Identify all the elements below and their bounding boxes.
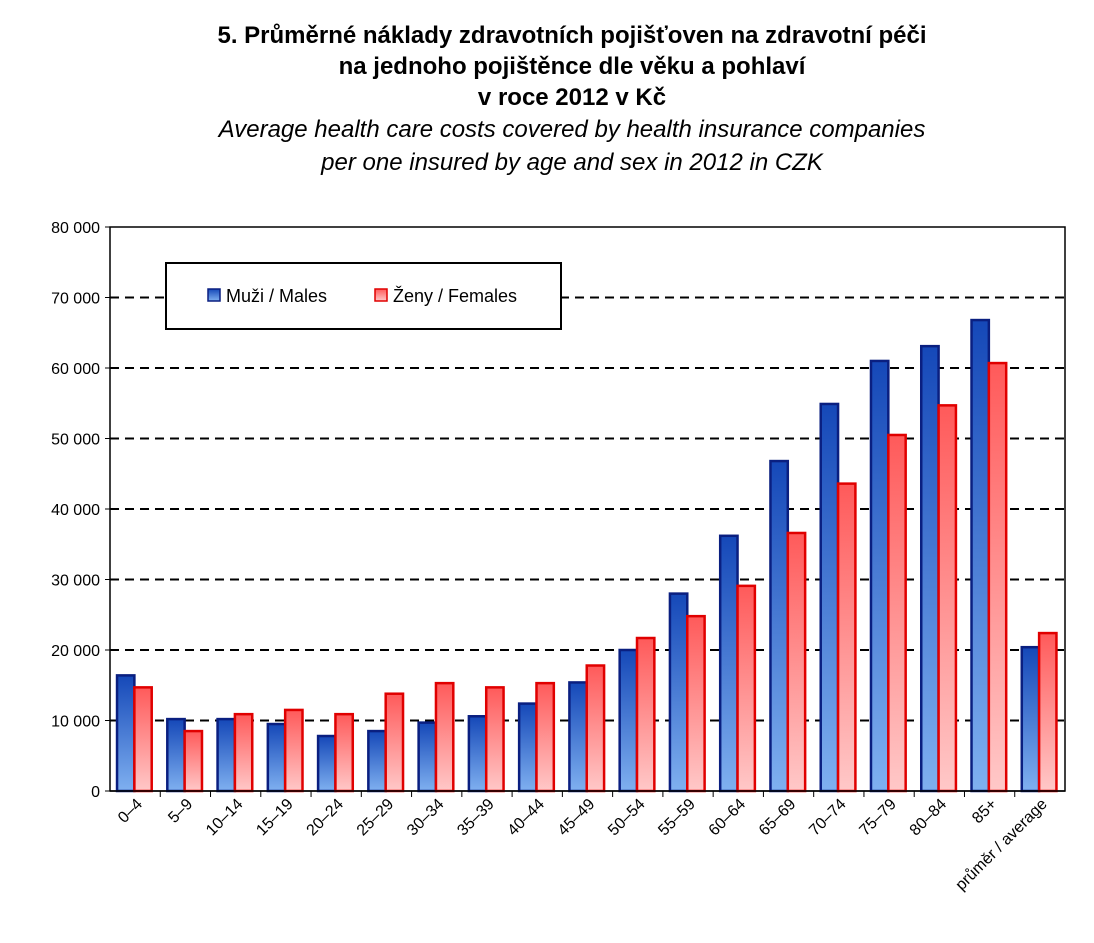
y-tick-label: 70 000	[51, 291, 100, 308]
bar-male	[618, 648, 639, 793]
y-tick-label: 80 000	[51, 220, 100, 237]
bar-female	[686, 614, 706, 793]
y-axis-ticks: 80 000 70 000 60 000 50 000 40 000 30 000 20 0…	[51, 220, 110, 801]
bar-female	[535, 681, 556, 793]
bar-male	[919, 344, 940, 793]
bar-female	[887, 433, 907, 793]
bar-male	[668, 592, 689, 793]
y-tick-label: 20 000	[51, 643, 100, 660]
x-category-label: 75–79	[856, 796, 900, 840]
bar-female	[836, 482, 857, 793]
bar-male	[819, 402, 840, 793]
y-tick-label: 50 000	[51, 432, 100, 449]
bar-male	[266, 722, 287, 793]
y-tick-label: 30 000	[51, 573, 100, 590]
bar-female	[786, 531, 807, 793]
x-category-label: 50–54	[605, 796, 649, 840]
x-category-label: 5–9	[165, 796, 196, 827]
x-category-label: 85+	[969, 796, 1000, 827]
bar-female	[635, 636, 656, 793]
bar-female	[987, 361, 1008, 793]
bar-male	[316, 734, 337, 793]
chart-title-block: 5. Průměrné náklady zdravotních pojišťov…	[0, 20, 1094, 179]
bar-male	[417, 721, 438, 793]
bar-female	[183, 729, 204, 793]
x-category-label: 40–44	[505, 796, 549, 840]
bar-male	[869, 359, 890, 793]
legend: Muži / Males Ženy / Females	[165, 262, 562, 330]
bar-female	[484, 686, 505, 793]
bar-male	[115, 674, 136, 793]
x-category-label: 45–49	[555, 796, 599, 840]
x-axis-labels: 0–4 5–9 10–14 15–19 20–24 25–29 30–34 35–39 40–4…	[115, 795, 1051, 894]
legend-label-males: Muži / Males	[226, 286, 327, 306]
bar-male	[1020, 645, 1041, 793]
bar-female	[736, 584, 757, 793]
bar-male	[517, 702, 538, 793]
chart-subtitle-line-2: per one insured by age and sex in 2012 i…	[321, 149, 823, 176]
bar-male	[216, 717, 237, 793]
chart-title-line-2: na jednoho pojištěnce dle věku a pohlaví	[338, 53, 806, 80]
bar-male	[970, 318, 991, 793]
x-category-label: 25–29	[354, 796, 398, 840]
x-category-label: 60–64	[706, 796, 750, 840]
legend-box	[165, 262, 562, 330]
y-tick-label: 0	[91, 784, 100, 801]
bar-female	[585, 664, 606, 793]
bar-female	[334, 712, 355, 793]
bar-female	[937, 404, 958, 793]
chart-title-line-3: v roce 2012 v Kč	[477, 84, 667, 111]
bar-male	[718, 534, 739, 793]
x-category-label: 70–74	[806, 796, 850, 840]
bar-male	[166, 717, 186, 793]
bar-female	[133, 686, 153, 793]
bar-female	[384, 692, 405, 793]
y-tick-label: 60 000	[51, 361, 100, 378]
bar-male	[769, 459, 790, 793]
x-category-label: 20–24	[304, 796, 348, 840]
y-tick-label: 40 000	[51, 502, 100, 519]
chart-subtitle-line-1: Average health care costs covered by hea…	[218, 116, 926, 143]
x-category-label: 0–4	[115, 796, 146, 827]
bar-female	[434, 681, 455, 793]
x-category-label: 65–69	[756, 796, 800, 840]
bar-female	[1037, 631, 1058, 793]
bar-male	[467, 715, 488, 793]
x-category-label: 35–39	[454, 796, 498, 840]
chart-title-line-1: 5. Průměrné náklady zdravotních pojišťov…	[217, 22, 927, 49]
legend-swatch-males	[207, 288, 221, 302]
legend-label-females: Ženy / Females	[393, 286, 517, 306]
x-category-label: 10–14	[203, 796, 247, 840]
bar-male	[568, 681, 588, 793]
x-category-label: 30–34	[404, 796, 448, 840]
legend-swatch-females	[374, 288, 388, 302]
x-category-label: průměr / average	[952, 795, 1051, 894]
bar-male	[367, 729, 387, 793]
x-category-label: 15–19	[253, 796, 297, 840]
y-tick-label: 10 000	[51, 714, 100, 731]
x-category-label: 55–59	[655, 796, 699, 840]
bar-female	[233, 712, 254, 793]
bar-female	[283, 708, 304, 793]
x-category-label: 80–84	[907, 796, 951, 840]
